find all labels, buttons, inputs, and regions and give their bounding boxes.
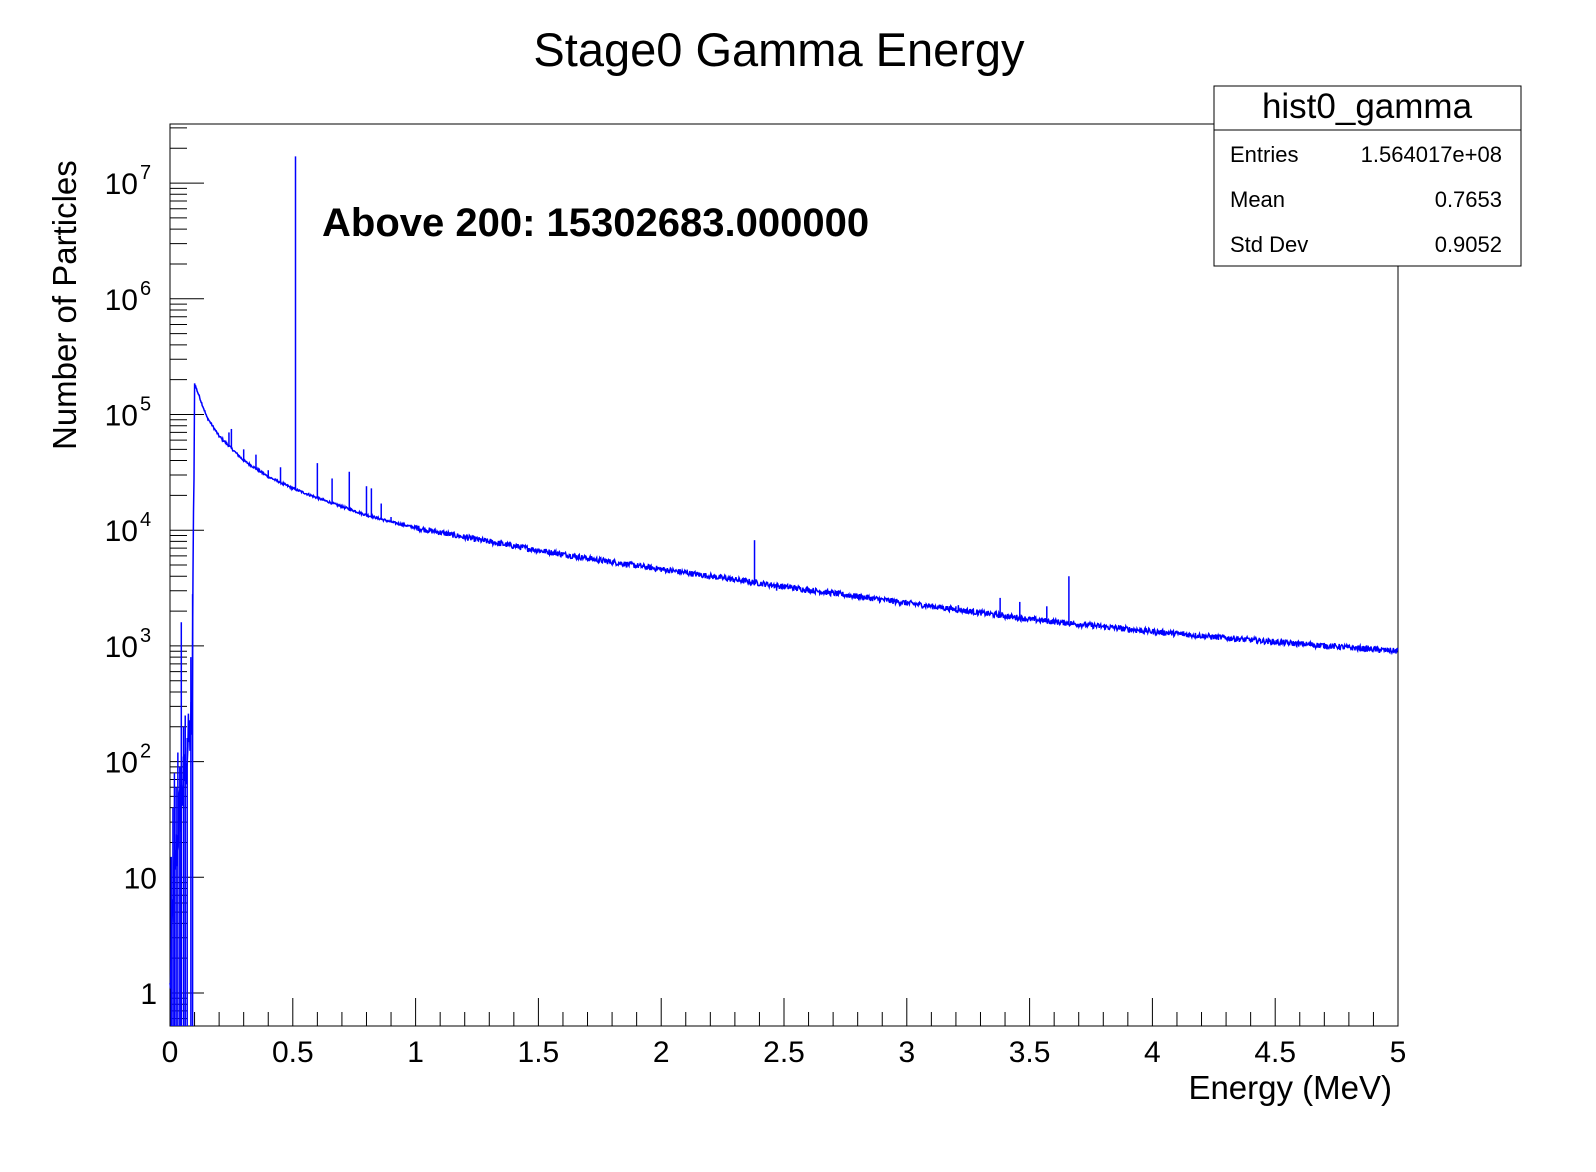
- stats-mean-label: Mean: [1230, 187, 1285, 212]
- y-tick-exponent: 3: [140, 625, 151, 647]
- y-tick-base: 10: [105, 747, 138, 780]
- stats-box-frame: [1213, 85, 1522, 267]
- y-axis-title: Number of Particles: [46, 160, 83, 450]
- x-tick-label: 1: [407, 1036, 424, 1069]
- histogram-continuum: [169, 383, 1399, 989]
- stats-entries-label: Entries: [1230, 142, 1298, 167]
- x-tick-label: 3.5: [1009, 1036, 1051, 1069]
- y-tick-label: 10 7: [105, 162, 152, 201]
- stats-mean-value: 0.7653: [1435, 187, 1502, 212]
- x-axis-ticks: 0 0.5 1 1.5 2 2.5 3 3.5 4 4.5 5: [162, 998, 1407, 1069]
- x-tick-label: 2: [653, 1036, 670, 1069]
- y-tick-exponent: 6: [140, 278, 151, 300]
- histogram-series: [169, 156, 1399, 1026]
- y-tick-exponent: 4: [140, 509, 151, 531]
- x-axis-title: Energy (MeV): [1188, 1069, 1392, 1106]
- y-tick-base: 1: [140, 978, 157, 1011]
- y-tick-exponent: 5: [140, 394, 151, 416]
- x-tick-label: 3: [898, 1036, 915, 1069]
- y-tick-base: 10: [105, 515, 138, 548]
- y-tick-label: 10 5: [105, 394, 152, 433]
- y-tick-exponent: 7: [140, 162, 151, 184]
- y-tick-base: 10: [124, 862, 157, 895]
- x-tick-label: 4.5: [1254, 1036, 1296, 1069]
- above-threshold-annotation: Above 200: 15302683.000000: [322, 201, 869, 245]
- y-tick-label: 1: [140, 978, 157, 1011]
- y-tick-base: 10: [105, 400, 138, 433]
- stats-stddev-value: 0.9052: [1435, 232, 1502, 257]
- x-tick-label: 5: [1390, 1036, 1407, 1069]
- x-tick-label: 2.5: [763, 1036, 805, 1069]
- y-tick-label: 10 3: [105, 625, 152, 664]
- stats-entries-value: 1.564017e+08: [1361, 142, 1502, 167]
- x-tick-label: 1.5: [518, 1036, 560, 1069]
- x-tick-label: 0.5: [272, 1036, 314, 1069]
- stats-stddev-label: Std Dev: [1230, 232, 1308, 257]
- y-tick-base: 10: [105, 631, 138, 664]
- y-tick-exponent: 2: [140, 741, 151, 763]
- chart-title: Stage0 Gamma Energy: [533, 23, 1025, 76]
- y-tick-label: 10 4: [105, 509, 152, 548]
- y-tick-label: 10 6: [105, 278, 152, 317]
- y-tick-label: 10 2: [105, 741, 152, 780]
- y-tick-label: 10: [124, 862, 157, 895]
- y-tick-base: 10: [105, 284, 138, 317]
- y-tick-base: 10: [105, 168, 138, 201]
- x-tick-label: 0: [162, 1036, 179, 1069]
- x-tick-label: 4: [1144, 1036, 1161, 1069]
- stats-title: hist0_gamma: [1262, 87, 1473, 126]
- stats-box: hist0_gamma Entries 1.564017e+08 Mean 0.…: [1213, 85, 1522, 267]
